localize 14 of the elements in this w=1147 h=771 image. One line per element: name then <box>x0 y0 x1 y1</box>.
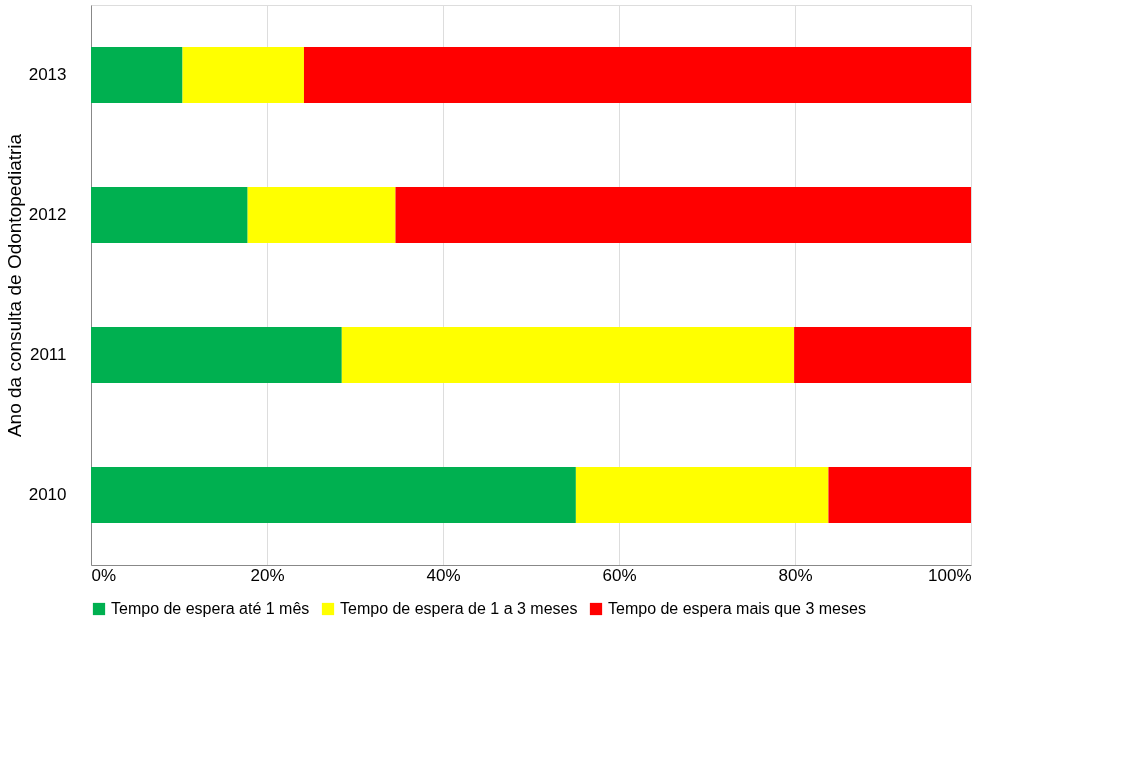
y-tick-label: 2013 <box>28 65 67 84</box>
y-tick-label: 2010 <box>28 485 67 504</box>
x-tick-label: 20% <box>250 565 285 585</box>
x-tick-label: 40% <box>426 565 461 585</box>
y-tick-label: 2011 <box>29 345 67 364</box>
y-axis-title: Ano da consulta de Odontopediatria <box>3 133 25 438</box>
y-tick-label: 2012 <box>28 205 67 224</box>
legend-label: Tempo de espera de 1 a 3 meses <box>340 600 578 617</box>
legend-label: Tempo de espera até 1 mês <box>111 600 310 617</box>
x-tick-label: 100% <box>928 565 972 585</box>
x-tick-label: 60% <box>602 565 637 585</box>
x-tick-label: 0% <box>91 565 117 585</box>
legend-label: Tempo de espera mais que 3 meses <box>608 600 866 617</box>
x-tick-label: 80% <box>778 565 813 585</box>
